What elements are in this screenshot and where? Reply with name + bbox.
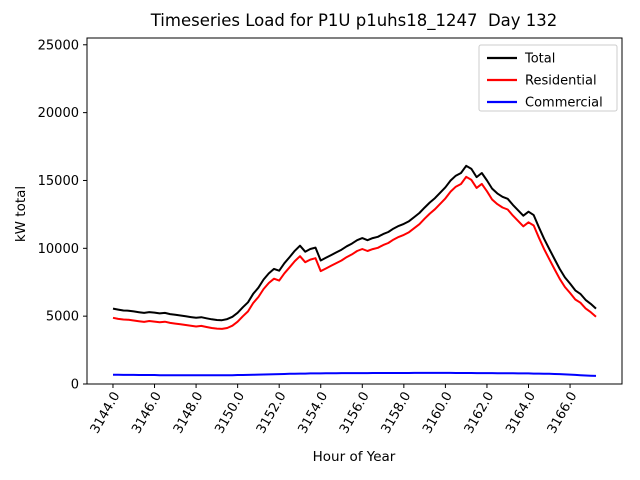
series-line-residential	[112, 175, 597, 330]
x-tick-label: 3152.0	[254, 390, 290, 437]
series-line-total	[112, 164, 597, 322]
x-tick-label: 3166.0	[545, 390, 581, 437]
x-tick-label: 3164.0	[503, 390, 539, 437]
x-axis-label: Hour of Year	[313, 449, 396, 465]
x-tick-label: 3148.0	[171, 390, 207, 437]
y-tick-label: 0	[71, 378, 79, 393]
x-tick-label: 3154.0	[295, 390, 331, 437]
legend: Total Residential Commercial	[478, 44, 618, 112]
y-tick-label: 15000	[38, 174, 79, 189]
axes-frame	[86, 37, 623, 385]
series-line-commercial	[113, 371, 597, 377]
x-tick-label: 3146.0	[129, 390, 165, 437]
y-tick-label: 10000	[38, 242, 79, 257]
x-tick-label: 3158.0	[379, 390, 415, 437]
x-tick-label: 3156.0	[337, 390, 373, 437]
legend-label-commercial: Commercial	[525, 96, 603, 111]
x-tick-label: 3150.0	[212, 390, 248, 437]
chart-title: Timeseries Load for P1U p1uhs18_1247 Day…	[150, 11, 558, 31]
x-tick-label: 3144.0	[88, 390, 124, 437]
y-tick-label: 5000	[46, 310, 79, 325]
x-tick-label: 3162.0	[462, 390, 498, 437]
legend-label-total: Total	[524, 52, 555, 67]
y-tick-label: 25000	[38, 38, 79, 53]
y-tick-label: 20000	[38, 106, 79, 121]
legend-label-residential: Residential	[525, 74, 597, 89]
legend-frame	[478, 44, 618, 112]
y-axis-label: kW total	[13, 186, 29, 242]
x-tick-label: 3160.0	[420, 390, 456, 437]
